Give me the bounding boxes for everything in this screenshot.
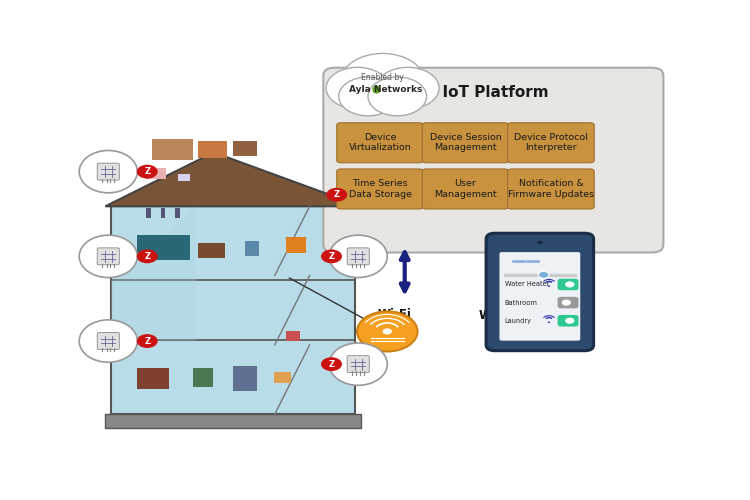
Circle shape [562,300,571,306]
Text: Enabled by: Enabled by [362,73,404,82]
Circle shape [340,54,424,109]
Circle shape [368,77,427,116]
Text: Device
Virtualization: Device Virtualization [349,133,412,152]
FancyBboxPatch shape [337,169,423,209]
Text: Z: Z [144,336,150,345]
FancyBboxPatch shape [347,248,369,265]
FancyBboxPatch shape [323,68,663,252]
FancyBboxPatch shape [508,169,594,209]
FancyBboxPatch shape [337,123,423,163]
Circle shape [376,68,440,109]
Circle shape [538,272,549,278]
Text: Water Heater: Water Heater [505,282,549,288]
Text: Z: Z [328,360,334,368]
FancyBboxPatch shape [500,252,580,340]
Circle shape [136,250,158,264]
FancyBboxPatch shape [98,332,119,349]
Circle shape [548,285,550,287]
Ellipse shape [329,343,387,386]
Text: Ayla Networks: Ayla Networks [350,85,423,94]
Text: Wi-Fi: Wi-Fi [377,308,411,322]
Text: Device Protocol
Interpreter: Device Protocol Interpreter [514,133,588,152]
Circle shape [136,334,158,348]
FancyBboxPatch shape [486,233,594,350]
Bar [146,168,166,179]
Ellipse shape [80,150,137,193]
Bar [193,368,213,387]
Bar [178,174,190,182]
Text: Z: Z [144,167,150,176]
Text: Laundry: Laundry [505,318,532,324]
Bar [137,368,170,389]
Circle shape [136,164,158,178]
FancyBboxPatch shape [508,123,594,163]
FancyBboxPatch shape [557,297,578,308]
Bar [111,206,356,414]
Ellipse shape [80,235,137,278]
Ellipse shape [329,235,387,278]
Circle shape [537,240,543,244]
Circle shape [321,250,342,264]
Text: Notification &
Firmware Updates: Notification & Firmware Updates [508,180,594,199]
Circle shape [566,282,574,288]
Text: Cloud IoT Platform: Cloud IoT Platform [388,85,548,100]
Bar [105,414,362,428]
Circle shape [326,68,389,109]
Ellipse shape [80,320,137,362]
FancyBboxPatch shape [98,163,119,180]
Text: Bathroom: Bathroom [505,300,538,306]
Text: Wi-Fi/LTE: Wi-Fi/LTE [478,308,538,322]
Bar [137,235,190,260]
Circle shape [339,77,398,116]
Text: Z: Z [334,190,340,199]
Bar [233,366,256,391]
Bar [146,208,151,218]
Circle shape [548,322,550,323]
Bar [274,372,291,384]
Polygon shape [111,206,196,340]
Circle shape [382,328,392,334]
Bar [244,241,260,256]
Bar [160,208,165,218]
Text: Time Series
Data Storage: Time Series Data Storage [349,180,412,199]
FancyBboxPatch shape [557,315,578,326]
FancyBboxPatch shape [422,169,508,209]
Circle shape [321,357,342,371]
Text: Z: Z [144,252,150,261]
FancyBboxPatch shape [347,356,369,372]
FancyBboxPatch shape [98,248,119,265]
Bar [152,139,193,160]
Polygon shape [105,152,362,206]
Text: Z: Z [328,252,334,261]
Bar [198,141,227,158]
Text: User
Management: User Management [434,180,496,199]
Circle shape [566,318,574,324]
Bar [198,243,224,258]
Circle shape [326,188,347,202]
Bar [175,208,180,218]
FancyBboxPatch shape [422,123,508,163]
Bar [286,237,306,252]
Bar [233,141,256,156]
FancyBboxPatch shape [557,278,578,290]
Text: Device Session
Management: Device Session Management [430,133,501,152]
Bar [286,332,300,341]
Circle shape [357,312,418,352]
